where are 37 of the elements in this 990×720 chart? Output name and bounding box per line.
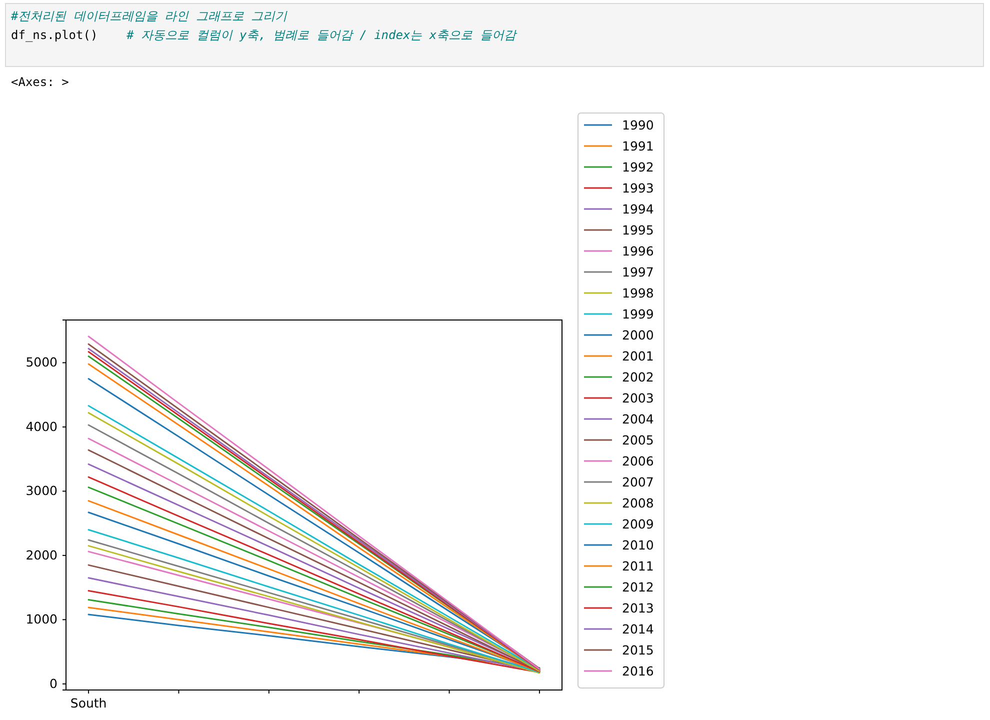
legend-label: 2014 (622, 622, 654, 636)
legend-label: 2005 (622, 432, 654, 448)
legend-label: 1995 (622, 222, 654, 238)
legend-label: 2011 (622, 558, 654, 574)
legend-label: 2012 (622, 580, 654, 594)
legend-label: 2002 (622, 370, 654, 384)
y-tick-label: 5000 (26, 354, 58, 370)
legend-label: 2013 (622, 600, 654, 616)
legend-label: 1992 (622, 160, 654, 174)
legend-label: 2008 (622, 496, 654, 510)
legend-label: 2009 (622, 516, 654, 532)
legend-label: 2001 (622, 348, 654, 364)
legend-label: 2006 (622, 454, 654, 468)
y-tick-label: 2000 (26, 547, 58, 562)
y-tick-label: 0 (50, 676, 58, 691)
legend-label: 2010 (622, 538, 654, 552)
legend-label: 1997 (622, 264, 654, 280)
legend-label: 2000 (622, 328, 654, 342)
legend-label: 2015 (622, 642, 654, 658)
legend-label: 2004 (622, 412, 654, 426)
legend-label: 1990 (622, 118, 654, 132)
legend-label: 1993 (622, 180, 654, 196)
legend-label: 1994 (622, 202, 654, 216)
text: <Axes: > (11, 75, 69, 89)
y-tick-label: 3000 (26, 483, 58, 498)
text: #전처리된 데이터프레임을 라인 그래프로 그리기 (10, 9, 288, 23)
legend-label: 2007 (622, 474, 654, 490)
legend-label: 1999 (622, 306, 654, 322)
legend-label: 1991 (622, 138, 654, 154)
x-tick-label: South (70, 695, 107, 710)
y-tick-label: 4000 (26, 418, 58, 434)
legend-label: 1998 (622, 286, 654, 300)
legend-label: 2003 (622, 390, 654, 406)
legend-label: 1996 (622, 244, 654, 258)
text: df_ns.plot() # 자동으로 컬럼이 y축, 범례로 들어감 / index는 x축으로 들어감 (11, 28, 516, 42)
y-tick-label: 1000 (26, 612, 58, 627)
legend-label: 2016 (622, 664, 654, 678)
